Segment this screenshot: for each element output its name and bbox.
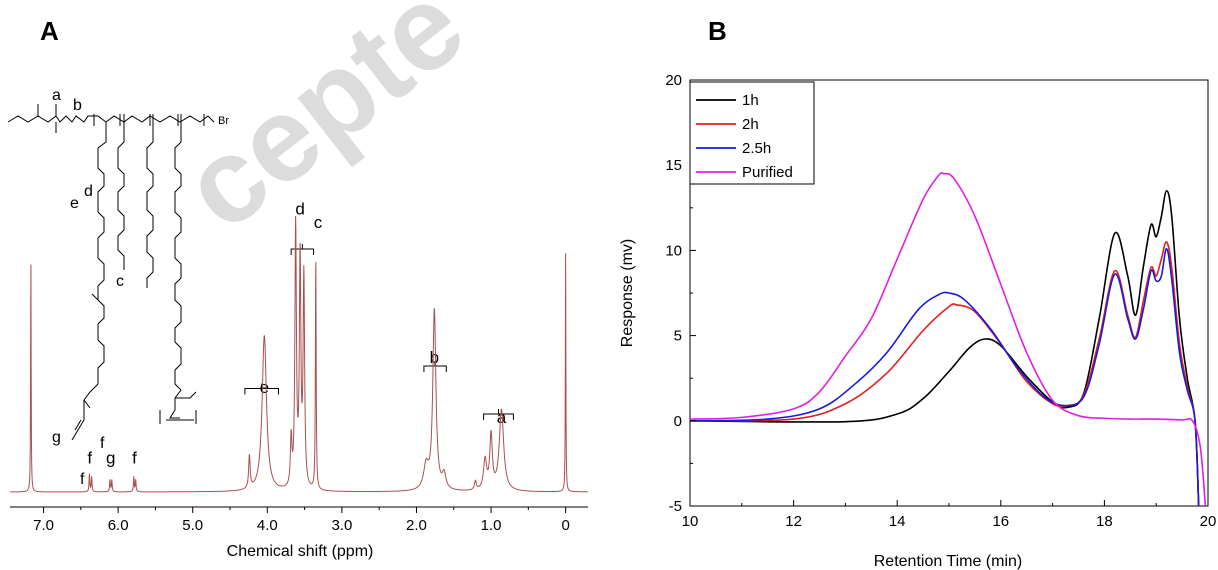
gpc-legend-label: 2.5h <box>742 140 771 157</box>
nmr-x-tick-label: 0 <box>561 517 569 534</box>
struct-label-d: d <box>84 183 93 200</box>
polymer-structure <box>7 104 215 441</box>
struct-label-a: a <box>52 87 61 104</box>
nmr-x-tick-label: 2.0 <box>406 517 427 534</box>
gpc-legend-box <box>689 81 815 185</box>
gpc-y-tick-label: 20 <box>665 72 682 89</box>
nmr-x-tick-label: 6.0 <box>108 517 129 534</box>
gpc-series-line-2 <box>689 247 1200 507</box>
gpc-y-tick-label: 0 <box>674 413 682 430</box>
nmr-peak-label: e <box>260 378 269 397</box>
side-chain-4 <box>159 122 197 424</box>
nmr-peak-label: b <box>430 348 439 367</box>
structure-vinyl-double <box>74 419 82 431</box>
gpc-x-tick-label: 18 <box>1096 513 1113 530</box>
panel-a-label: A <box>40 16 59 46</box>
nmr-x-tick-label: 4.0 <box>257 517 278 534</box>
nmr-peak-brackets <box>244 244 514 420</box>
nmr-peak-label: a <box>497 408 507 427</box>
nmr-bracket <box>483 409 514 420</box>
panel-b-label: B <box>708 16 727 46</box>
gpc-legend-label: Purified <box>742 164 793 181</box>
gpc-y-tick-label: -5 <box>669 498 682 515</box>
nmr-peak-label: f <box>132 449 137 468</box>
structure-acrylate <box>71 400 85 441</box>
gpc-x-ticks: 10 12 14 16 18 20 <box>682 500 1217 530</box>
gpc-series <box>689 171 1207 507</box>
nmr-peak-label: d <box>295 200 304 219</box>
side-chain-3 <box>146 122 154 288</box>
watermark: cepte <box>159 0 489 255</box>
structure-backbone <box>7 115 215 123</box>
struct-label-f-1: f <box>100 435 105 452</box>
gpc-chart: 10 12 14 16 18 20 -5 0 5 10 15 20 Retention Time (… <box>619 72 1216 570</box>
gpc-x-tick-label: 16 <box>992 513 1009 530</box>
nmr-x-tick-label: 3.0 <box>331 517 352 534</box>
nmr-x-tick-label: 5.0 <box>182 517 203 534</box>
gpc-y-ticks: -5 0 5 10 15 20 <box>665 72 696 515</box>
gpc-series-line-3 <box>689 171 1207 507</box>
side-chain-2 <box>117 122 125 270</box>
nmr-bracket <box>244 383 279 395</box>
struct-label-c: c <box>116 273 124 290</box>
structure-labels: a b e d c g f f Br <box>52 87 229 488</box>
gpc-y-tick-label: 5 <box>674 328 682 345</box>
nmr-trace <box>9 215 588 493</box>
gpc-series-line-0 <box>689 189 1200 507</box>
struct-label-b: b <box>73 97 82 114</box>
struct-label-e: e <box>70 195 79 212</box>
struct-bromine: Br <box>218 115 229 127</box>
gpc-x-tick-label: 14 <box>889 513 906 530</box>
gpc-legend: 1h 2h 2.5h Purified <box>689 81 815 185</box>
gpc-x-tick-label: 12 <box>785 513 802 530</box>
nmr-peak-label: g <box>106 449 115 468</box>
nmr-x-axis-title: Chemical shift (ppm) <box>227 543 374 560</box>
gpc-x-tick-label: 10 <box>682 513 699 530</box>
nmr-peak-label: c <box>314 213 323 232</box>
gpc-legend-label: 2h <box>742 116 759 133</box>
gpc-legend-label: 1h <box>742 92 759 109</box>
gpc-y-axis-title: Response (mv) <box>619 239 636 347</box>
nmr-x-tick-label: 7.0 <box>33 517 54 534</box>
gpc-x-axis-title: Retention Time (min) <box>874 553 1023 570</box>
struct-label-f-2: f <box>80 471 85 488</box>
gpc-y-tick-label: 10 <box>665 242 682 259</box>
gpc-x-tick-label: 20 <box>1200 513 1217 530</box>
nmr-bracket <box>290 244 315 255</box>
repeat-brackets <box>93 114 205 126</box>
gpc-y-tick-label: 15 <box>665 157 682 174</box>
nmr-x-tick-label: 1.0 <box>481 517 502 534</box>
gpc-series-line-1 <box>689 241 1200 507</box>
side-chain-1 <box>83 122 107 409</box>
struct-label-g: g <box>52 429 61 446</box>
nmr-x-ticks: 7.0 6.0 5.0 4.0 3.0 2.0 1.0 0 <box>33 507 570 534</box>
nmr-peak-label: f <box>87 449 92 468</box>
